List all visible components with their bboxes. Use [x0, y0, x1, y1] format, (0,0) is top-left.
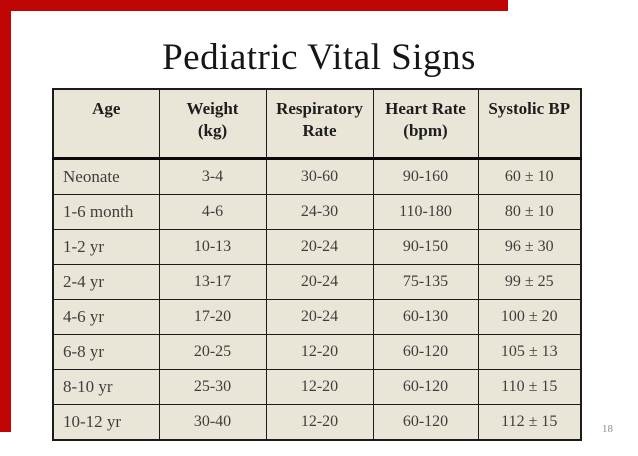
table-cell: 17-20 [158, 299, 267, 335]
table-cell: 12-20 [265, 369, 374, 405]
table-row: 4-6 yr 17-20 20-24 60-130 100 ± 20 [52, 299, 582, 335]
table-cell: 2-4 yr [52, 264, 160, 300]
page-number: 18 [602, 423, 613, 435]
table-row: 1-2 yr 10-13 20-24 90-150 96 ± 30 [52, 229, 582, 265]
table-cell: 99 ± 25 [477, 264, 582, 300]
table-cell: 4-6 yr [52, 299, 160, 335]
table-cell: 60-120 [372, 334, 479, 370]
table-cell: 10-12 yr [52, 404, 160, 441]
table-cell: 10-13 [158, 229, 267, 265]
accent-bar-left [0, 0, 11, 432]
accent-bar-top [0, 0, 508, 11]
vital-signs-table: Age Weight (kg) Respiratory Rate Heart Rate… [52, 88, 582, 441]
table-cell: 24-30 [265, 194, 374, 230]
table-cell: Neonate [52, 158, 160, 195]
column-header: Weight (kg) [158, 88, 267, 159]
table-cell: 60-120 [372, 369, 479, 405]
table-cell: 96 ± 30 [477, 229, 582, 265]
table-cell: 20-25 [158, 334, 267, 370]
column-header: Heart Rate (bpm) [372, 88, 479, 159]
table-cell: 90-160 [372, 158, 479, 195]
table-cell: 25-30 [158, 369, 267, 405]
table-cell: 1-6 month [52, 194, 160, 230]
table-row: 8-10 yr 25-30 12-20 60-120 110 ± 15 [52, 369, 582, 405]
table-row: 6-8 yr 20-25 12-20 60-120 105 ± 13 [52, 334, 582, 370]
table-row: 10-12 yr 30-40 12-20 60-120 112 ± 15 [52, 404, 582, 441]
column-header: Systolic BP [477, 88, 582, 159]
table-cell: 105 ± 13 [477, 334, 582, 370]
table-cell: 12-20 [265, 404, 374, 441]
table-cell: 1-2 yr [52, 229, 160, 265]
table-cell: 6-8 yr [52, 334, 160, 370]
table-cell: 80 ± 10 [477, 194, 582, 230]
table-cell: 60-120 [372, 404, 479, 441]
table-cell: 20-24 [265, 299, 374, 335]
table-cell: 90-150 [372, 229, 479, 265]
table-cell: 8-10 yr [52, 369, 160, 405]
table-cell: 20-24 [265, 264, 374, 300]
table-cell: 110 ± 15 [477, 369, 582, 405]
table-cell: 20-24 [265, 229, 374, 265]
column-header: Respiratory Rate [265, 88, 374, 159]
table-cell: 112 ± 15 [477, 404, 582, 441]
table-cell: 3-4 [158, 158, 267, 195]
table-cell: 60-130 [372, 299, 479, 335]
table-row: Neonate 3-4 30-60 90-160 60 ± 10 [52, 158, 582, 195]
table-body: Neonate 3-4 30-60 90-160 60 ± 10 1-6 month 4-6… [52, 158, 582, 441]
slide-title: Pediatric Vital Signs [162, 37, 476, 78]
table-row: 2-4 yr 13-17 20-24 75-135 99 ± 25 [52, 264, 582, 300]
table-cell: 30-60 [265, 158, 374, 195]
column-header: Age [52, 88, 160, 159]
table-cell: 12-20 [265, 334, 374, 370]
table-cell: 4-6 [158, 194, 267, 230]
table-row: 1-6 month 4-6 24-30 110-180 80 ± 10 [52, 194, 582, 230]
table-cell: 110-180 [372, 194, 479, 230]
table-cell: 60 ± 10 [477, 158, 582, 195]
table-cell: 100 ± 20 [477, 299, 582, 335]
table-cell: 75-135 [372, 264, 479, 300]
table-cell: 13-17 [158, 264, 267, 300]
table-cell: 30-40 [158, 404, 267, 441]
header-row: Age Weight (kg) Respiratory Rate Heart Rate… [52, 88, 582, 159]
